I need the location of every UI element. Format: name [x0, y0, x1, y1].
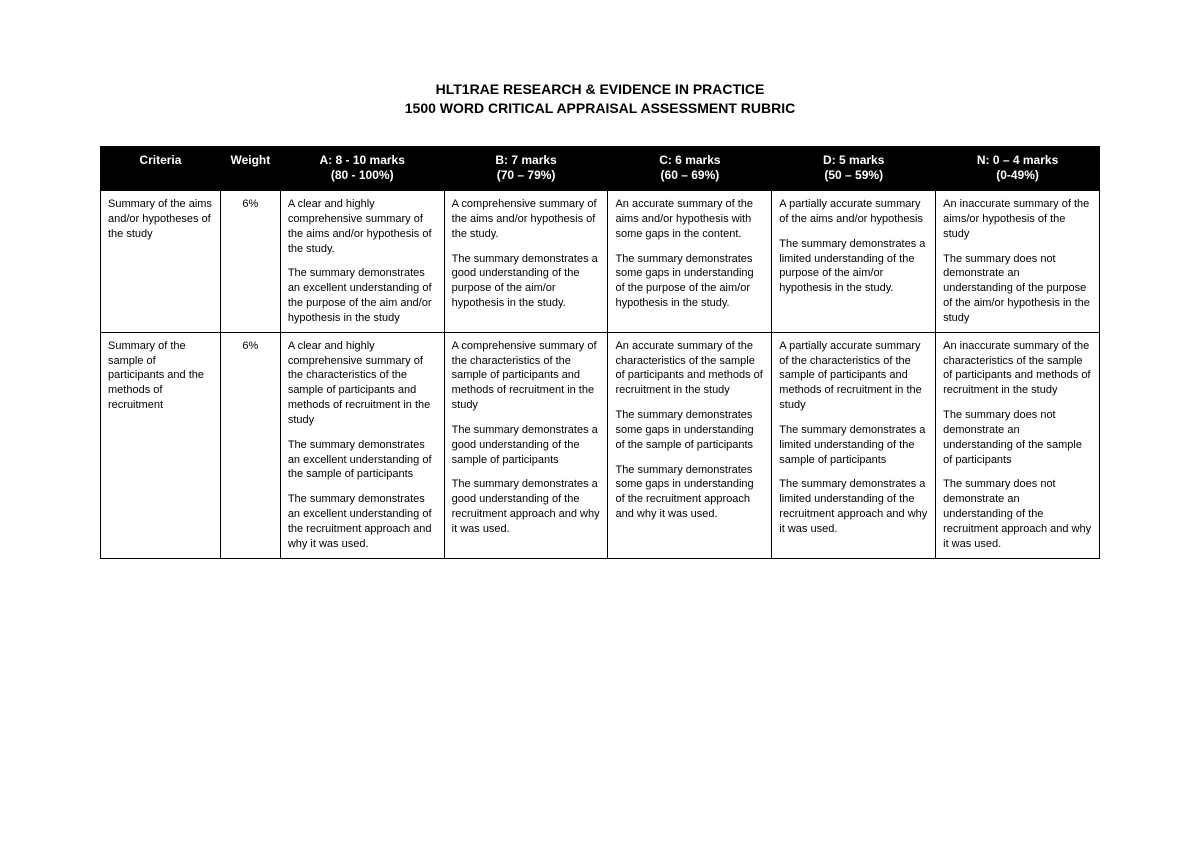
- cell-paragraph: An accurate summary of the aims and/or h…: [615, 197, 764, 242]
- table-header: Criteria Weight A: 8 - 10 marks (80 - 10…: [101, 146, 1100, 190]
- col-criteria-label: Criteria: [139, 153, 181, 167]
- col-n: N: 0 – 4 marks (0-49%): [936, 146, 1100, 190]
- cell-paragraph: The summary demonstrates a good understa…: [452, 252, 601, 311]
- col-a: A: 8 - 10 marks (80 - 100%): [280, 146, 444, 190]
- cell-paragraph: The summary does not demonstrate an unde…: [943, 408, 1092, 467]
- weight-cell: 6%: [220, 190, 280, 332]
- rubric-cell: An inaccurate summary of the characteris…: [936, 332, 1100, 558]
- rubric-cell: A comprehensive summary of the aims and/…: [444, 190, 608, 332]
- cell-paragraph: The summary demonstrates an excellent un…: [288, 492, 437, 551]
- cell-paragraph: The summary demonstrates a good understa…: [452, 423, 601, 468]
- cell-paragraph: The summary demonstrates a limited under…: [779, 477, 928, 536]
- cell-paragraph: A partially accurate summary of the char…: [779, 339, 928, 413]
- cell-paragraph: The summary does not demonstrate an unde…: [943, 477, 1092, 551]
- col-d-line1: D: 5 marks: [778, 153, 929, 169]
- cell-paragraph: The summary demonstrates an excellent un…: [288, 438, 437, 483]
- weight-cell: 6%: [220, 332, 280, 558]
- cell-paragraph: The summary does not demonstrate an unde…: [943, 252, 1092, 326]
- rubric-cell: A clear and highly comprehensive summary…: [280, 332, 444, 558]
- rubric-table: Criteria Weight A: 8 - 10 marks (80 - 10…: [100, 146, 1100, 559]
- col-c-line2: (60 – 69%): [614, 168, 765, 184]
- col-b-line1: B: 7 marks: [451, 153, 602, 169]
- rubric-cell: A comprehensive summary of the character…: [444, 332, 608, 558]
- cell-paragraph: The summary demonstrates a limited under…: [779, 237, 928, 296]
- col-n-line1: N: 0 – 4 marks: [942, 153, 1093, 169]
- cell-paragraph: An inaccurate summary of the characteris…: [943, 339, 1092, 398]
- col-d: D: 5 marks (50 – 59%): [772, 146, 936, 190]
- col-a-line2: (80 - 100%): [287, 168, 438, 184]
- cell-paragraph: The summary demonstrates a good understa…: [452, 477, 601, 536]
- col-c: C: 6 marks (60 – 69%): [608, 146, 772, 190]
- rubric-cell: A partially accurate summary of the aims…: [772, 190, 936, 332]
- cell-paragraph: The summary demonstrates a limited under…: [779, 423, 928, 468]
- col-b: B: 7 marks (70 – 79%): [444, 146, 608, 190]
- cell-paragraph: An inaccurate summary of the aims/or hyp…: [943, 197, 1092, 242]
- col-b-line2: (70 – 79%): [451, 168, 602, 184]
- col-criteria: Criteria: [101, 146, 221, 190]
- title-line-2: 1500 WORD CRITICAL APPRAISAL ASSESSMENT …: [100, 99, 1100, 118]
- cell-paragraph: An accurate summary of the characteristi…: [615, 339, 764, 398]
- criteria-cell: Summary of the sample of participants an…: [101, 332, 221, 558]
- rubric-cell: A clear and highly comprehensive summary…: [280, 190, 444, 332]
- title-line-1: HLT1RAE RESEARCH & EVIDENCE IN PRACTICE: [100, 80, 1100, 99]
- table-row: Summary of the sample of participants an…: [101, 332, 1100, 558]
- cell-paragraph: A comprehensive summary of the character…: [452, 339, 601, 413]
- rubric-cell: A partially accurate summary of the char…: [772, 332, 936, 558]
- rubric-cell: An accurate summary of the aims and/or h…: [608, 190, 772, 332]
- criteria-cell: Summary of the aims and/or hypotheses of…: [101, 190, 221, 332]
- cell-paragraph: The summary demonstrates some gaps in un…: [615, 408, 764, 453]
- cell-paragraph: A clear and highly comprehensive summary…: [288, 197, 437, 256]
- page-title: HLT1RAE RESEARCH & EVIDENCE IN PRACTICE …: [100, 80, 1100, 118]
- col-weight-label: Weight: [230, 153, 270, 167]
- rubric-cell: An inaccurate summary of the aims/or hyp…: [936, 190, 1100, 332]
- table-body: Summary of the aims and/or hypotheses of…: [101, 190, 1100, 558]
- col-weight: Weight: [220, 146, 280, 190]
- rubric-cell: An accurate summary of the characteristi…: [608, 332, 772, 558]
- cell-paragraph: A clear and highly comprehensive summary…: [288, 339, 437, 428]
- cell-paragraph: A partially accurate summary of the aims…: [779, 197, 928, 227]
- cell-paragraph: The summary demonstrates some gaps in un…: [615, 252, 764, 311]
- cell-paragraph: The summary demonstrates some gaps in un…: [615, 463, 764, 522]
- col-c-line1: C: 6 marks: [614, 153, 765, 169]
- col-n-line2: (0-49%): [942, 168, 1093, 184]
- cell-paragraph: A comprehensive summary of the aims and/…: [452, 197, 601, 242]
- cell-paragraph: The summary demonstrates an excellent un…: [288, 266, 437, 325]
- col-a-line1: A: 8 - 10 marks: [287, 153, 438, 169]
- col-d-line2: (50 – 59%): [778, 168, 929, 184]
- rubric-page: HLT1RAE RESEARCH & EVIDENCE IN PRACTICE …: [0, 0, 1200, 599]
- table-row: Summary of the aims and/or hypotheses of…: [101, 190, 1100, 332]
